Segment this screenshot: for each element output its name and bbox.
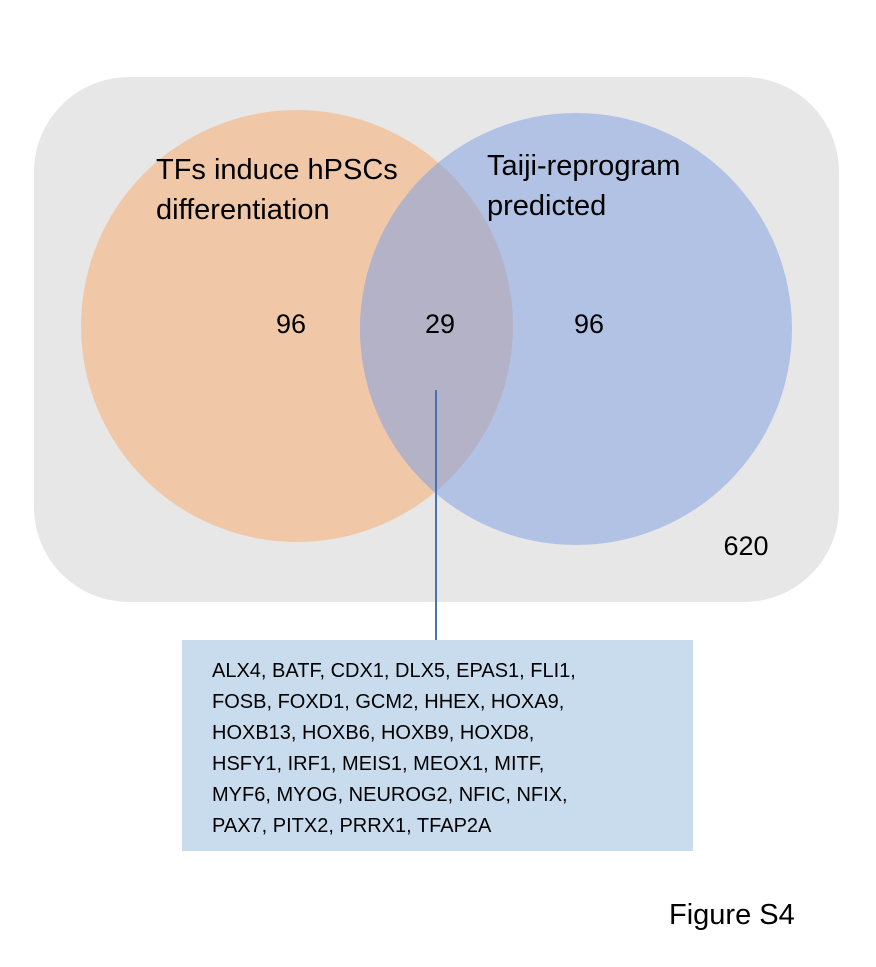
left-only-count: 96	[276, 309, 306, 339]
left-set-label-line1: TFs induce hPSCs	[156, 154, 398, 186]
overlap-count: 29	[425, 309, 455, 339]
gene-list-line: HSFY1, IRF1, MEIS1, MEOX1, MITF,	[212, 753, 545, 775]
right-set-label-line1: Taiji-reprogram	[487, 150, 680, 182]
gene-list-line: MYF6, MYOG, NEUROG2, NFIC, NFIX,	[212, 784, 568, 806]
figure-label: Figure S4	[669, 899, 795, 931]
left-set-label-line2: differentiation	[156, 194, 330, 226]
right-set-label-line2: predicted	[487, 190, 606, 222]
overlap-region	[360, 113, 513, 542]
right-only-count: 96	[574, 309, 604, 339]
gene-list-line: PAX7, PITX2, PRRX1, TFAP2A	[212, 815, 492, 837]
overlap-gene-list: ALX4, BATF, CDX1, DLX5, EPAS1, FLI1, FOS…	[182, 640, 693, 851]
gene-list-line: ALX4, BATF, CDX1, DLX5, EPAS1, FLI1,	[212, 660, 576, 682]
gene-list-line: FOSB, FOXD1, GCM2, HHEX, HOXA9,	[212, 691, 565, 713]
universe-count: 620	[723, 531, 768, 561]
gene-list-line: HOXB13, HOXB6, HOXB9, HOXD8,	[212, 722, 535, 744]
